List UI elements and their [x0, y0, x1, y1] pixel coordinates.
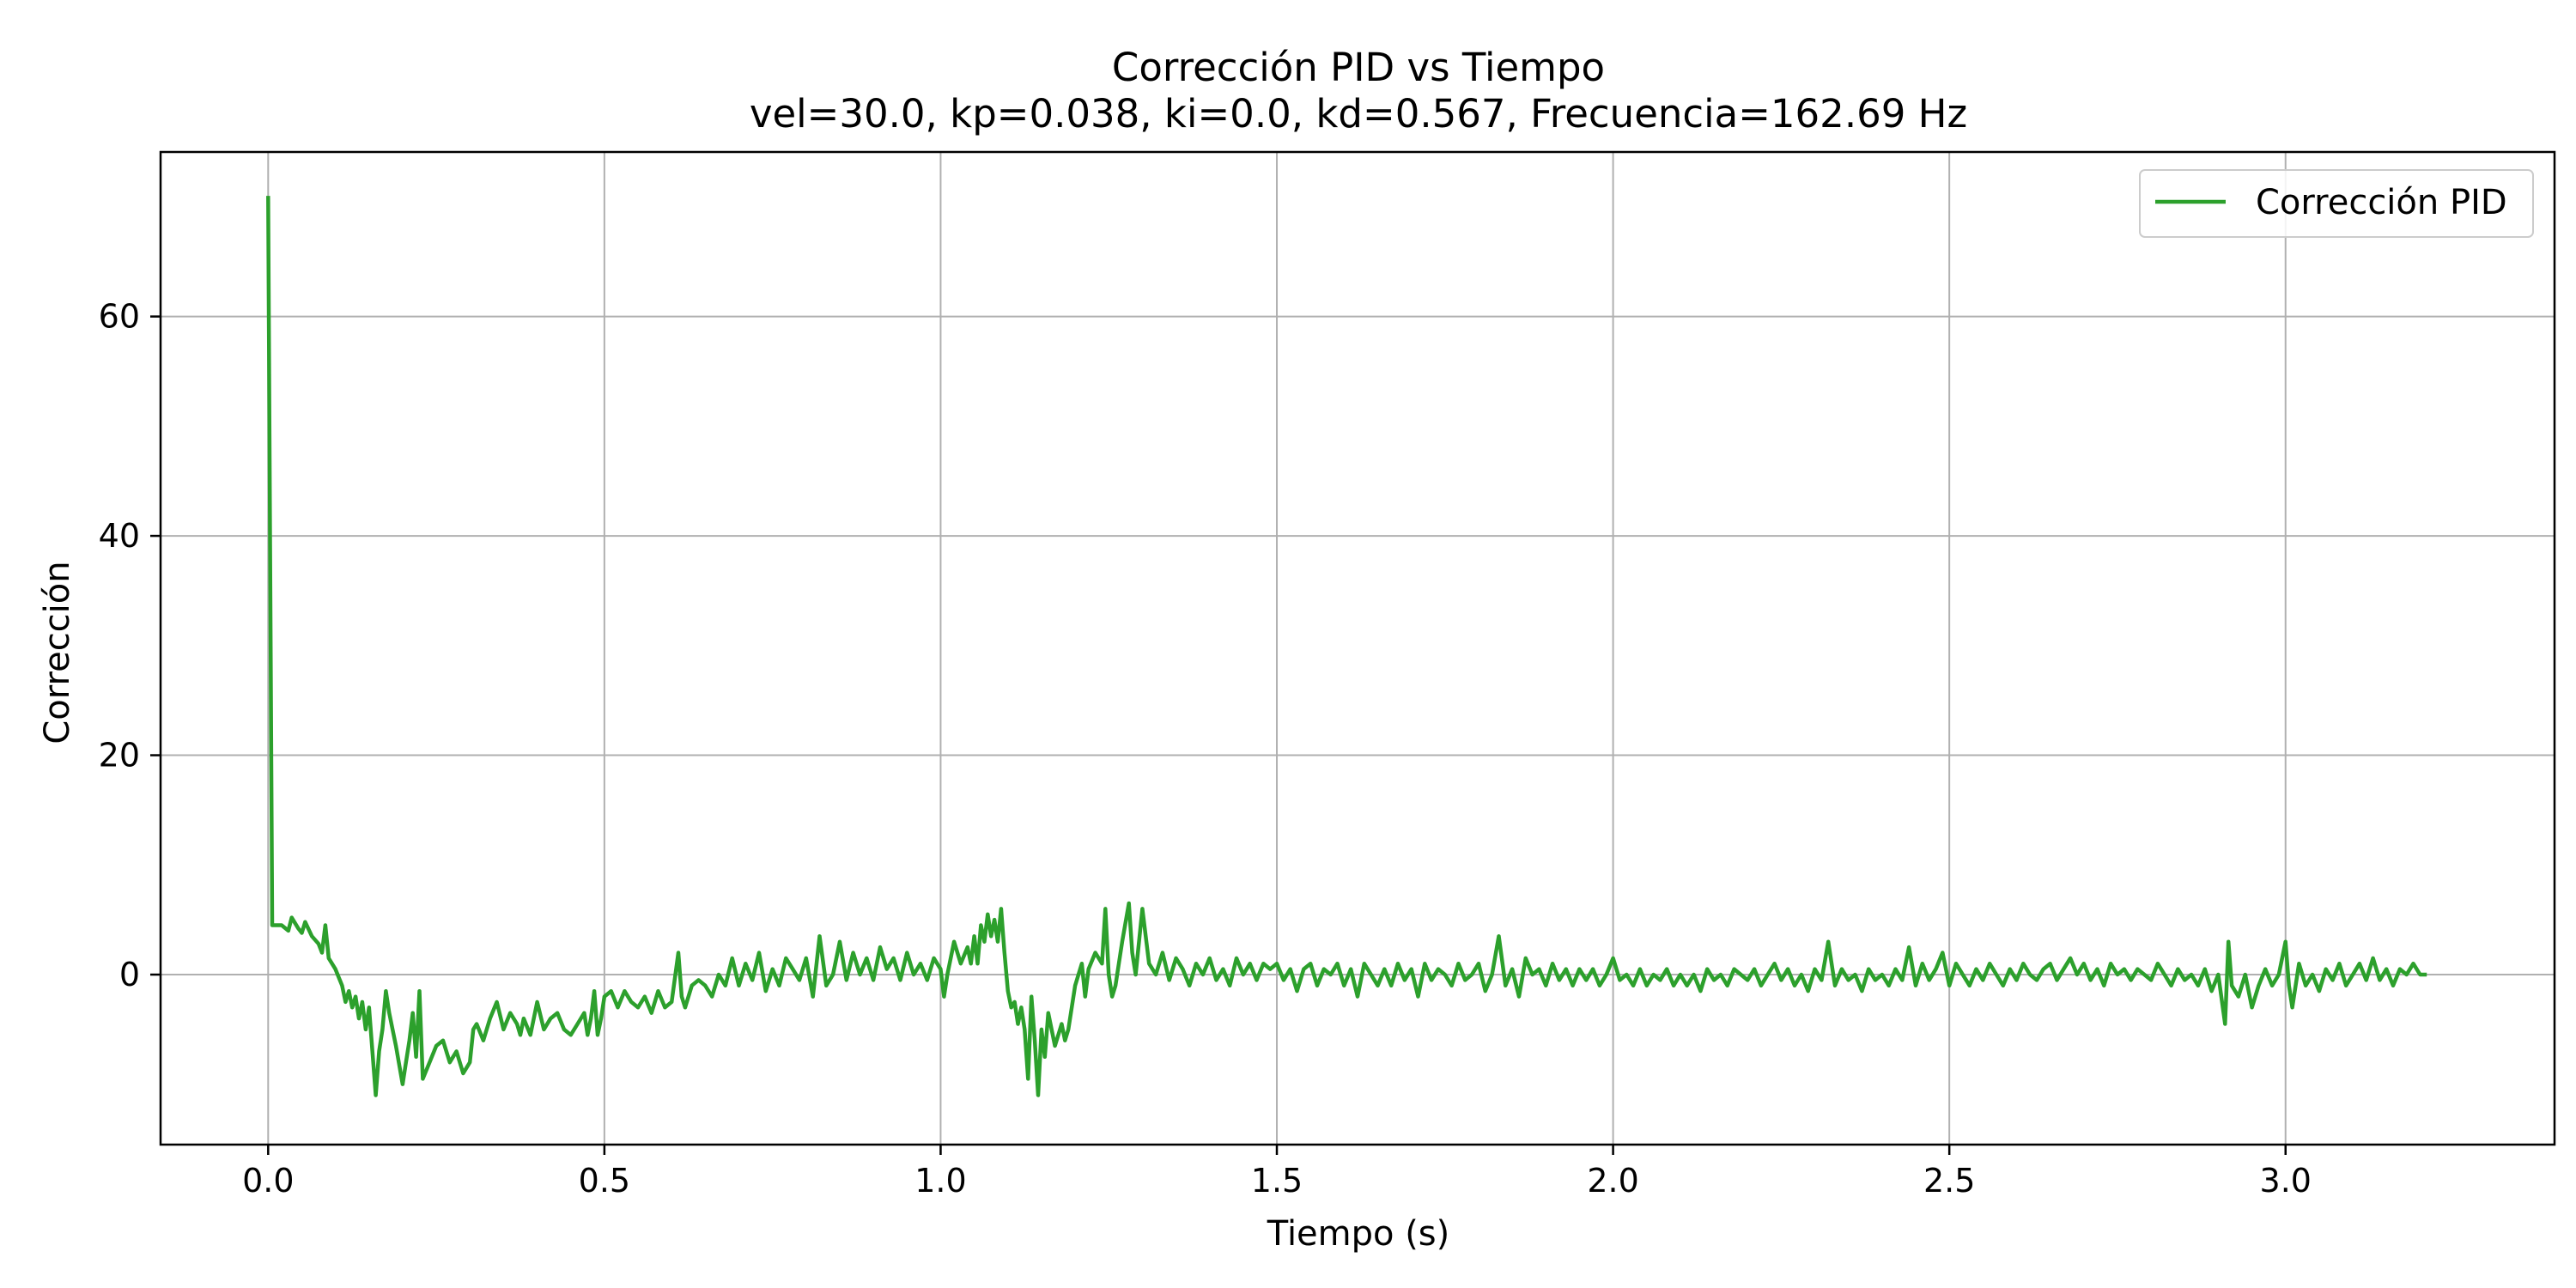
axis-ticks: 0.0 0.5 1.0 1.5 2.0 2.5 3.0 0 20 40 60 [99, 298, 2312, 1200]
axes-frame [159, 150, 2556, 1146]
y-tick-label: 60 [99, 298, 140, 336]
x-tick-label: 0.5 [579, 1162, 630, 1200]
plot-area [266, 196, 2427, 1097]
legend-label: Corrección PID [2256, 183, 2507, 222]
x-tick-label: 1.5 [1251, 1162, 1303, 1200]
legend-box [2139, 169, 2534, 238]
y-axis-label: Corrección [38, 561, 77, 744]
chart-subtitle: vel=30.0, kp=0.038, ki=0.0, kd=0.567, Fr… [750, 91, 1967, 137]
x-tick-label: 2.5 [1923, 1162, 1975, 1200]
y-tick-label: 20 [99, 737, 140, 775]
series-line-correccion-pid [266, 196, 2427, 1097]
grid-lines [161, 152, 2555, 1145]
x-tick-label: 3.0 [2260, 1162, 2312, 1200]
y-tick-label: 0 [119, 956, 140, 993]
x-tick-label: 2.0 [1587, 1162, 1638, 1200]
x-tick-label: 1.0 [914, 1162, 966, 1200]
y-tick-label: 40 [99, 517, 140, 555]
x-tick-label: 0.0 [242, 1162, 294, 1200]
x-axis-label: Tiempo (s) [1267, 1214, 1450, 1254]
legend: Corrección PID [2139, 169, 2534, 238]
chart-title: Corrección PID vs Tiempo [1112, 45, 1605, 90]
